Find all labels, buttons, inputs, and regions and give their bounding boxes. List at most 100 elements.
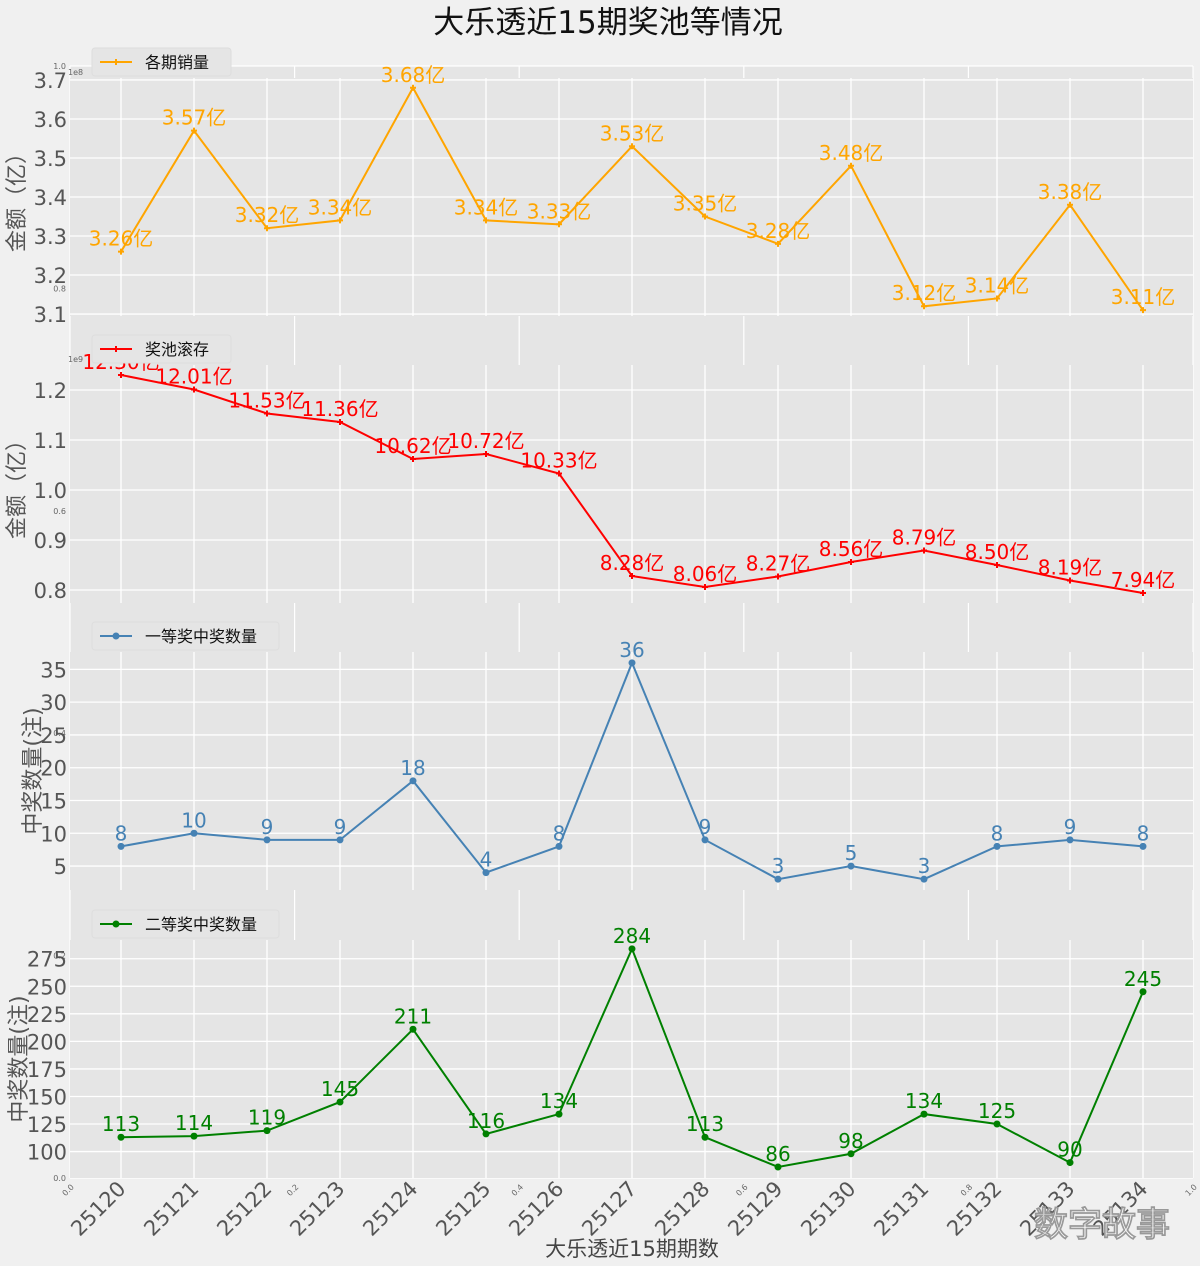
y-tick-label: 125 (27, 1113, 67, 1137)
data-point (263, 836, 271, 844)
background-tick-label: 0.4 (53, 729, 66, 738)
data-label: 3.28亿 (746, 219, 811, 243)
y-tick-label: 15 (40, 790, 67, 814)
y-axis-label: 金额（亿） (5, 429, 30, 539)
data-point (702, 213, 708, 220)
data-point (847, 862, 855, 870)
subplot-second: 100 125 150 175 200 225 250 275 中奖数量(注) 113 114 119… (7, 909, 1193, 1178)
data-point (847, 1150, 855, 1158)
data-point (775, 240, 781, 247)
data-label: 114 (175, 1111, 213, 1135)
y-tick-label: 3.2 (34, 264, 67, 288)
data-label: 10.62亿 (374, 434, 451, 458)
data-label: 10.33亿 (520, 449, 597, 473)
data-point (774, 1163, 782, 1171)
data-label: 116 (467, 1109, 505, 1133)
data-label: 9 (334, 815, 347, 839)
data-label: 8 (115, 821, 128, 845)
data-point (190, 829, 198, 837)
data-label: 8.79亿 (892, 526, 957, 550)
y-axis-label: 中奖数量(注) (21, 707, 46, 834)
data-point (1139, 988, 1147, 996)
data-label: 125 (978, 1099, 1016, 1123)
data-label: 12.01亿 (155, 365, 232, 389)
data-point (556, 470, 562, 477)
y-tick-label: 1.1 (34, 429, 67, 453)
data-point (191, 127, 197, 134)
legend-pool: 奖池滚存 (91, 334, 232, 364)
data-label: 3.57亿 (162, 106, 227, 130)
data-label: 4 (480, 848, 493, 872)
data-label: 3.26亿 (89, 227, 154, 251)
data-point (1140, 590, 1146, 596)
data-point (629, 143, 635, 150)
subplot-pool: 0.80.91.01.11.2金额（亿）1e912.30亿12.01亿11.53… (5, 334, 1193, 603)
data-label: 18 (400, 756, 425, 780)
data-point (482, 1130, 490, 1138)
data-point (191, 386, 197, 393)
data-label: 3 (918, 854, 931, 878)
data-point (264, 410, 270, 417)
data-point (1066, 1159, 1074, 1167)
data-label: 9 (261, 815, 274, 839)
data-label: 8.27亿 (746, 552, 811, 576)
y-offset-label: 1e8 (68, 68, 83, 77)
data-point (410, 456, 416, 462)
data-label: 211 (394, 1004, 432, 1028)
data-point (337, 419, 343, 425)
data-label: 86 (765, 1142, 790, 1166)
data-point (921, 547, 927, 554)
data-point (628, 659, 636, 667)
y-tick-label: 0.9 (34, 529, 67, 553)
y-tick-label: 150 (27, 1085, 67, 1109)
data-label: 11.36亿 (301, 397, 378, 421)
y-offset-label: 1e9 (68, 355, 83, 364)
x-axis-label: 大乐透近15期期数 (545, 1237, 719, 1261)
y-tick-label: 25 (40, 724, 67, 748)
data-label: 134 (905, 1089, 943, 1113)
data-point (994, 295, 1000, 302)
data-point (555, 1110, 563, 1118)
data-point (482, 869, 490, 877)
data-label: 284 (613, 924, 651, 948)
background-tick-label: 0.2 (53, 952, 66, 961)
legend-box (91, 334, 232, 364)
legend-marker (113, 346, 119, 352)
data-point (994, 562, 1000, 568)
data-label: 8.28亿 (600, 551, 665, 575)
data-point (774, 875, 782, 883)
data-label: 3.33亿 (527, 199, 592, 223)
data-point (263, 1127, 271, 1135)
data-point (410, 84, 416, 91)
data-point (337, 217, 343, 224)
data-label: 3.34亿 (454, 195, 519, 219)
data-label: 10.72亿 (447, 429, 524, 453)
data-point (1067, 577, 1073, 584)
data-label: 98 (838, 1129, 863, 1153)
data-label: 10 (181, 808, 206, 832)
data-label: 8.56亿 (819, 537, 884, 561)
data-point (775, 573, 781, 580)
legend-label: 各期销量 (145, 53, 209, 72)
data-label: 113 (686, 1112, 724, 1136)
data-point (993, 842, 1001, 850)
y-axis-label: 中奖数量(注) (7, 995, 32, 1122)
legend-box (91, 47, 232, 77)
data-label: 3.14亿 (965, 273, 1030, 297)
data-label: 3.48亿 (819, 141, 884, 165)
data-label: 3.34亿 (308, 195, 373, 219)
legend-label: 二等奖中奖数量 (145, 915, 257, 934)
data-label: 8 (1137, 821, 1150, 845)
data-label: 3.11亿 (1111, 285, 1176, 309)
legend-marker (113, 59, 119, 65)
data-point (483, 217, 489, 224)
data-label: 3.12亿 (892, 281, 957, 305)
data-label: 8 (991, 821, 1004, 845)
data-point (264, 225, 270, 232)
y-tick-label: 3.4 (34, 186, 67, 210)
data-point (1067, 201, 1073, 208)
y-tick-label: 3.6 (34, 108, 67, 132)
data-point (1066, 836, 1074, 844)
background-tick-label: 0.6 (53, 507, 66, 516)
